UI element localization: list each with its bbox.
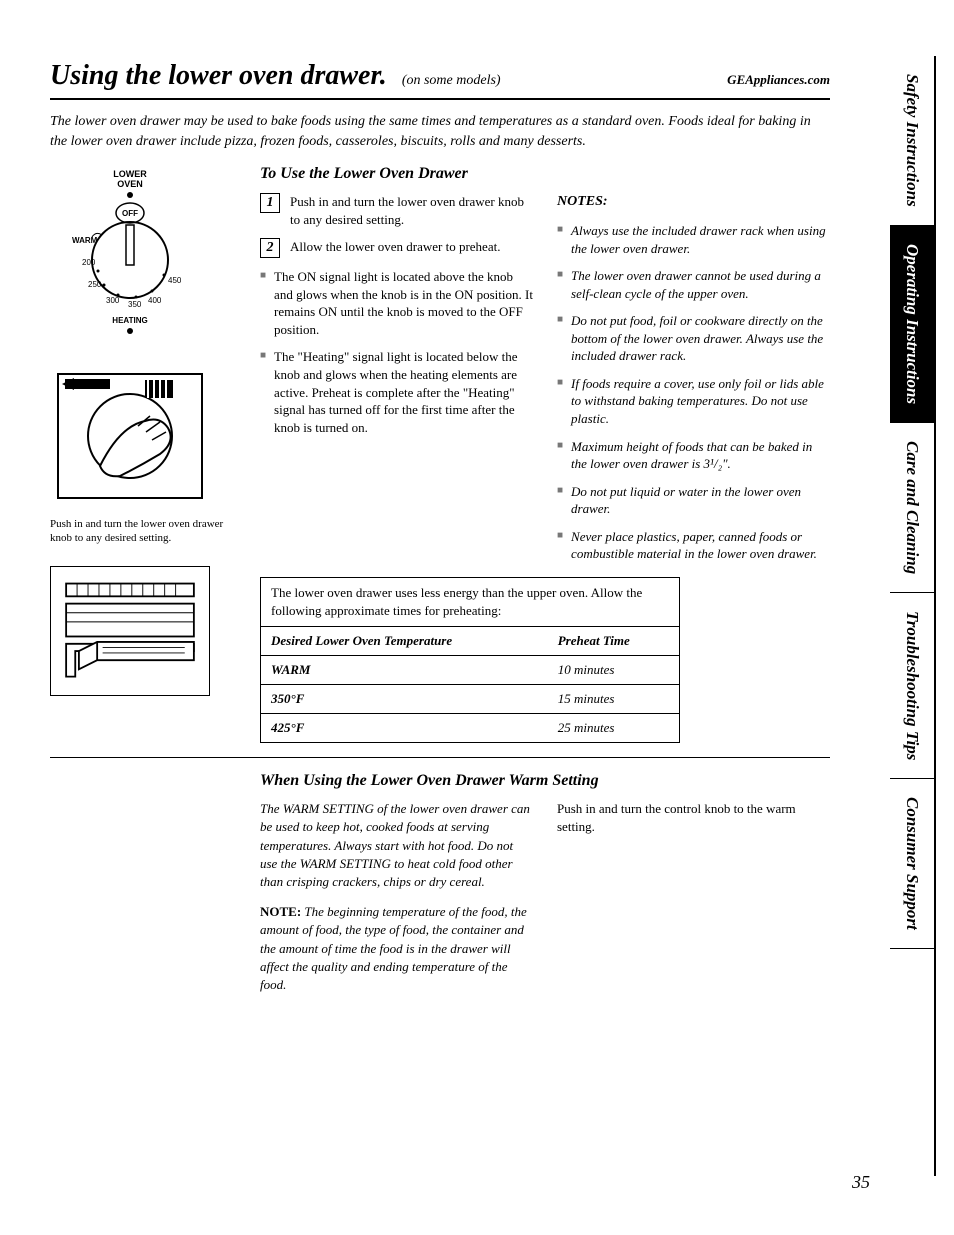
section-heading-use: To Use the Lower Oven Drawer	[260, 165, 830, 183]
svg-text:HEATING: HEATING	[112, 316, 147, 325]
tab-care[interactable]: Care and Cleaning	[890, 423, 934, 593]
svg-text:LOWER: LOWER	[113, 169, 147, 179]
warm-note: NOTE: The beginning temperature of the f…	[260, 903, 533, 994]
table-header-time: Preheat Time	[548, 627, 679, 656]
warm-paragraph: The WARM SETTING of the lower oven drawe…	[260, 800, 533, 891]
note-item: Do not put liquid or water in the lower …	[557, 483, 830, 518]
note-item: The lower oven drawer cannot be used dur…	[557, 267, 830, 302]
svg-text:350: 350	[128, 300, 142, 309]
title-text: Using the lower oven drawer.	[50, 60, 387, 91]
note-item: Never place plastics, paper, canned food…	[557, 528, 830, 563]
tab-safety[interactable]: Safety Instructions	[890, 56, 934, 226]
section-heading-warm: When Using the Lower Oven Drawer Warm Se…	[260, 772, 830, 790]
drawer-diagram	[50, 566, 210, 696]
table-header-temp: Desired Lower Oven Temperature	[261, 627, 548, 656]
info-bullet: The "Heating" signal light is located be…	[260, 348, 533, 436]
table-row: 425°F25 minutes	[261, 714, 679, 743]
svg-text:450: 450	[168, 276, 182, 285]
knob-diagram: LOWER OVEN OFF WARM 200 250 300 350 400 …	[50, 165, 210, 345]
svg-text:OFF: OFF	[122, 209, 138, 218]
title-subtitle: (on some models)	[402, 73, 501, 88]
preheat-table: The lower oven drawer uses less energy t…	[260, 577, 680, 743]
tab-consumer[interactable]: Consumer Support	[890, 779, 934, 949]
note-item: Maximum height of foods that can be bake…	[557, 438, 830, 473]
svg-text:300: 300	[106, 296, 120, 305]
svg-text:WARM: WARM	[72, 236, 98, 245]
info-bullet: The ON signal light is located above the…	[260, 268, 533, 338]
svg-text:OVEN: OVEN	[117, 179, 143, 189]
note-item: Always use the included drawer rack when…	[557, 222, 830, 257]
step-text: Push in and turn the lower oven drawer k…	[290, 193, 533, 228]
hand-knob-diagram	[50, 366, 210, 506]
page-number: 35	[852, 1172, 870, 1193]
table-row: WARM10 minutes	[261, 656, 679, 685]
step-2: 2 Allow the lower oven drawer to preheat…	[260, 238, 533, 258]
divider	[50, 757, 830, 758]
warm-instruction: Push in and turn the control knob to the…	[557, 800, 830, 836]
svg-text:400: 400	[148, 296, 162, 305]
step-1: 1 Push in and turn the lower oven drawer…	[260, 193, 533, 228]
intro-paragraph: The lower oven drawer may be used to bak…	[50, 112, 830, 151]
page-title: Using the lower oven drawer. (on some mo…	[50, 60, 830, 100]
tab-operating[interactable]: Operating Instructions	[890, 226, 934, 423]
step-number-icon: 1	[260, 193, 280, 213]
preheat-intro: The lower oven drawer uses less energy t…	[261, 578, 679, 626]
site-url: GEAppliances.com	[727, 72, 830, 88]
knob-caption: Push in and turn the lower oven drawer k…	[50, 517, 240, 546]
side-tabs: Safety Instructions Operating Instructio…	[890, 56, 936, 1176]
svg-text:200: 200	[82, 258, 96, 267]
table-row: 350°F15 minutes	[261, 685, 679, 714]
note-item: Do not put food, foil or cookware direct…	[557, 312, 830, 365]
notes-heading: NOTES:	[557, 193, 830, 212]
step-number-icon: 2	[260, 238, 280, 258]
step-text: Allow the lower oven drawer to preheat.	[290, 238, 500, 258]
note-item: If foods require a cover, use only foil …	[557, 375, 830, 428]
tab-troubleshooting[interactable]: Troubleshooting Tips	[890, 593, 934, 779]
svg-text:250: 250	[88, 280, 102, 289]
